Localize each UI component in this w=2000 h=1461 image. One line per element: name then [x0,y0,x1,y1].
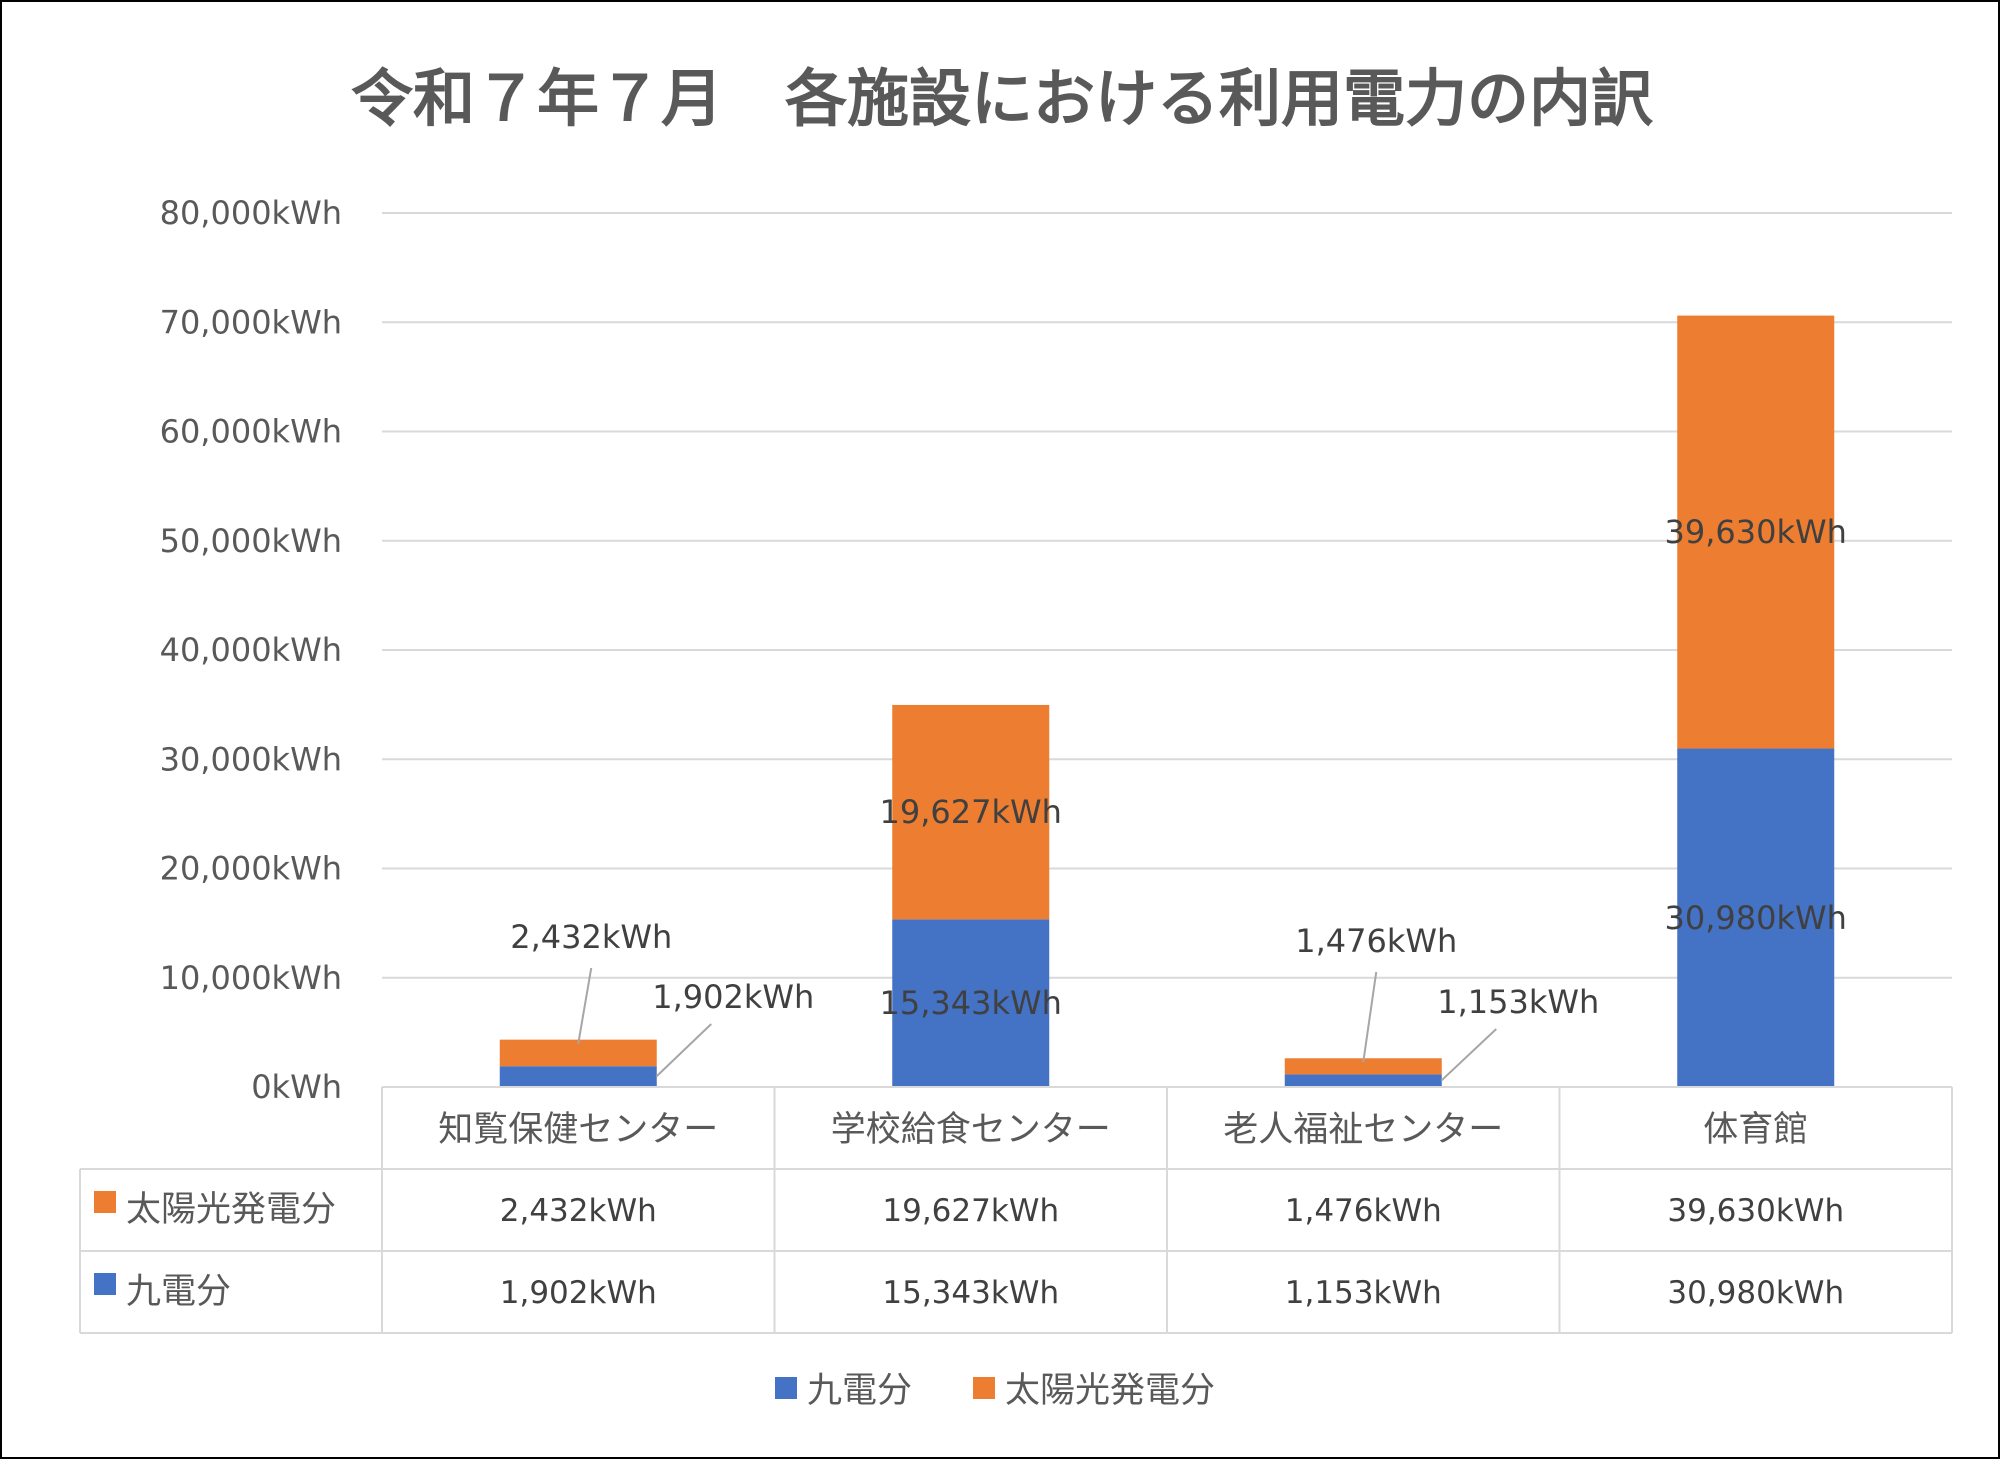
table-cell: 39,630kWh [1667,1193,1844,1229]
y-axis-tick-labels: 0kWh 10,000kWh 20,000kWh 30,000kWh 40,000kWh… [160,194,342,1106]
table-cell: 15,343kWh [882,1275,1059,1311]
category-label: 老人福祉センター [1223,1110,1503,1150]
y-tick-label: 80,000kWh [160,194,342,232]
table-series-name: 太陽光発電分 [126,1190,336,1230]
bar-segment [499,1066,657,1087]
bar-segment [892,704,1050,920]
bar-segment [1284,1074,1442,1087]
leader-line [1440,1028,1497,1082]
data-label: 15,343kWh [880,984,1062,1022]
data-label: 1,153kWh [1437,983,1599,1021]
bar-segment [1284,1058,1442,1075]
table-cell: 1,476kWh [1285,1193,1442,1229]
data-label: 1,476kWh [1295,922,1457,960]
legend-key [973,1377,995,1399]
data-label: 30,980kWh [1665,899,1847,937]
data-labels: 2,432kWh 1,902kWh 15,343kWh 19,627kWh 1,476k… [510,513,1847,1082]
y-tick-label: 40,000kWh [160,631,342,669]
gridlines [382,212,1952,979]
category-label: 知覧保健センター [438,1110,718,1150]
table-cell: 1,902kWh [500,1275,657,1311]
category-label: 体育館 [1703,1110,1808,1150]
leader-line [1362,971,1378,1063]
y-tick-label: 30,000kWh [160,740,342,778]
y-tick-label: 10,000kWh [160,959,342,997]
y-tick-label: 50,000kWh [160,522,342,560]
category-label: 学校給食センター [831,1110,1111,1150]
table-series-name: 九電分 [126,1272,231,1312]
bars [499,315,1835,1087]
table-legend-key [94,1191,116,1213]
bar-segment [499,1039,657,1067]
chart-title: 令和７年７月 各施設における利用電力の内訳 [351,62,1654,135]
bar-segment [1677,315,1835,749]
leader-line [655,1023,712,1078]
table-cell: 19,627kWh [882,1193,1059,1229]
table-cell: 2,432kWh [500,1193,657,1229]
y-tick-label: 20,000kWh [160,850,342,888]
table-cell: 30,980kWh [1667,1275,1844,1311]
y-tick-label: 70,000kWh [160,303,342,341]
legend-label: 太陽光発電分 [1005,1371,1215,1411]
legend-label: 九電分 [807,1371,912,1411]
table-legend-key [94,1273,116,1295]
legend-key [775,1377,797,1399]
legend: 九電分 太陽光発電分 [775,1371,1215,1411]
data-label: 39,630kWh [1665,513,1847,551]
data-label: 19,627kWh [880,793,1062,831]
y-tick-label: 0kWh [251,1068,342,1106]
data-label: 1,902kWh [652,978,814,1016]
leader-line [577,967,593,1044]
y-tick-label: 60,000kWh [160,413,342,451]
bar-segment [892,919,1050,1087]
bar-segment [1677,748,1835,1087]
table-cell: 1,153kWh [1285,1275,1442,1311]
data-label: 2,432kWh [510,918,672,956]
